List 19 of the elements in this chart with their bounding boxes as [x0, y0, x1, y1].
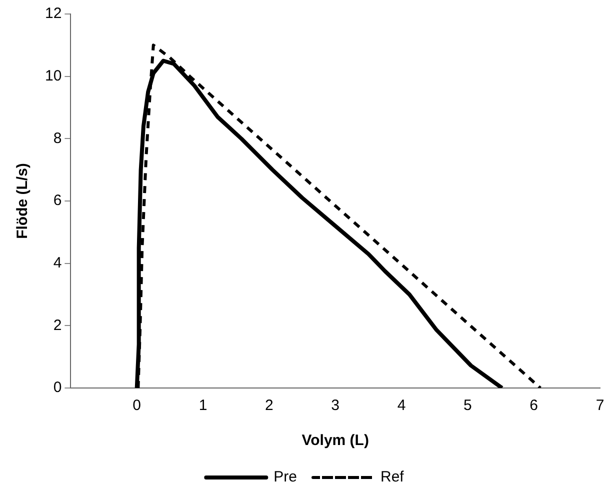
y-tick-label: 6	[53, 192, 62, 210]
y-tick-label: 10	[44, 67, 62, 84]
x-tick-label: 5	[464, 397, 472, 414]
x-axis-title: Volym (L)	[302, 432, 369, 450]
y-axis-title: Flöde (L/s)	[14, 163, 32, 239]
legend-label: Ref	[380, 468, 405, 486]
x-tick-label: 0	[132, 397, 142, 414]
x-tick-label: 3	[331, 397, 340, 414]
x-tick-label: 4	[397, 397, 406, 414]
x-tick-label: 2	[265, 397, 274, 414]
x-tick-label: 1	[198, 397, 208, 414]
y-tick-label: 2	[53, 316, 62, 334]
y-tick-label: 8	[53, 130, 62, 147]
legend-label: Pre	[274, 468, 297, 486]
x-tick-label: 7	[596, 397, 604, 414]
y-tick-label: 12	[44, 5, 62, 22]
y-tick-label: 4	[53, 254, 62, 272]
y-tick-label: 0	[53, 379, 62, 396]
x-tick-label: 6	[530, 397, 538, 414]
